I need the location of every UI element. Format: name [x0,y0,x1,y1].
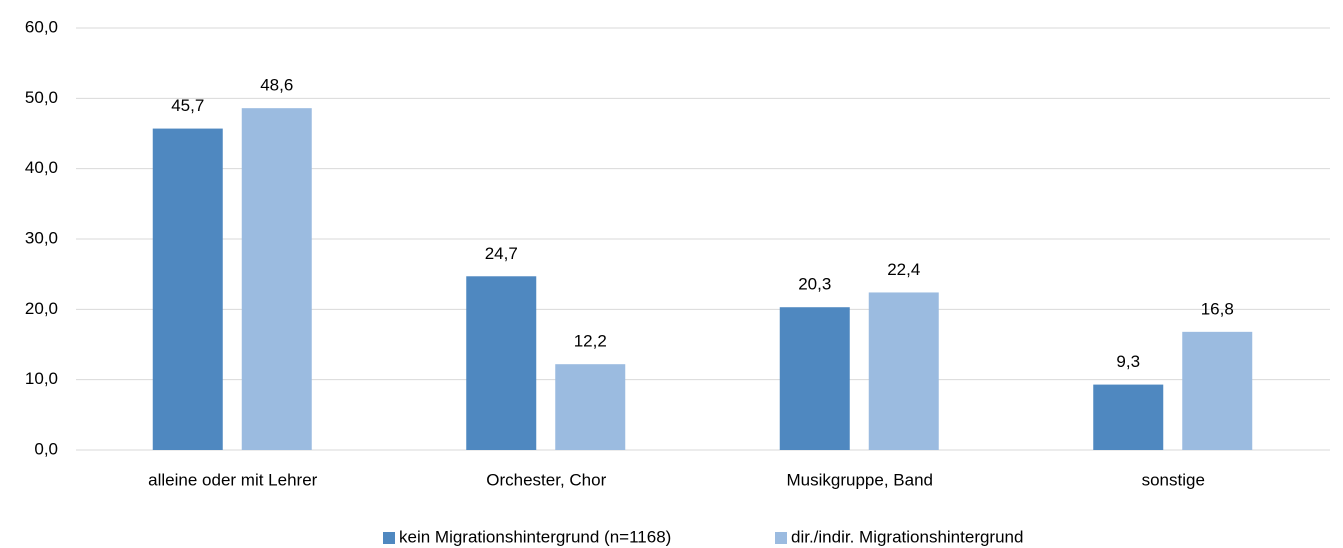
data-label: 9,3 [1116,352,1140,371]
data-label: 12,2 [574,332,607,351]
x-tick-label: Orchester, Chor [486,470,606,489]
data-label: 20,3 [798,275,831,294]
data-label: 24,7 [485,244,518,263]
legend-label: dir./indir. Migrationshintergrund [791,527,1023,546]
y-tick-label: 0,0 [34,439,58,458]
data-label: 48,6 [260,76,293,95]
bar [466,276,537,450]
bar [868,292,939,450]
y-tick-label: 50,0 [25,88,58,107]
x-tick-label: sonstige [1142,470,1205,489]
bar [555,364,626,450]
legend-swatch [775,532,787,544]
y-tick-label: 20,0 [25,299,58,318]
legend-swatch [383,532,395,544]
x-tick-label: Musikgruppe, Band [787,470,933,489]
data-label: 22,4 [887,260,920,279]
y-tick-label: 10,0 [25,369,58,388]
bar [1093,384,1164,450]
bar [1182,331,1253,450]
y-tick-label: 30,0 [25,228,58,247]
legend-label: kein Migrationshintergrund (n=1168) [399,527,671,546]
y-tick-label: 60,0 [25,17,58,36]
bar [779,307,850,450]
data-label: 16,8 [1201,299,1234,318]
y-tick-label: 40,0 [25,158,58,177]
data-label: 45,7 [171,96,204,115]
bar [241,108,312,451]
bar [152,128,223,450]
x-tick-label: alleine oder mit Lehrer [148,470,317,489]
